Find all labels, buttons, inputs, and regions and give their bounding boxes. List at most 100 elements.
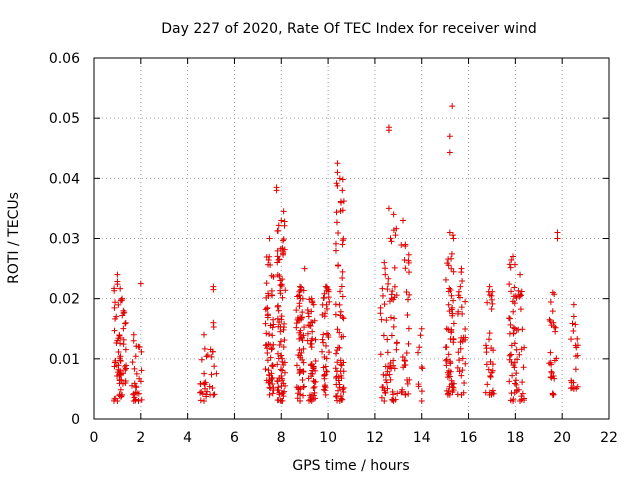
data-point [114, 271, 121, 278]
data-point [570, 301, 577, 308]
x-axis-tick-labels: 0 2 4 6 8 10 12 14 16 18 20 22 [90, 430, 618, 446]
data-point [572, 321, 579, 328]
data-point [547, 298, 554, 305]
data-point [339, 176, 346, 183]
data-point [449, 103, 456, 110]
data-point [131, 365, 138, 372]
data-point [265, 261, 272, 268]
data-point [334, 359, 341, 366]
data-point [448, 377, 455, 384]
data-point [312, 357, 319, 364]
data-point [401, 256, 408, 263]
data-point [514, 356, 521, 363]
data-point [519, 390, 526, 397]
data-point [377, 310, 384, 317]
data-point [338, 199, 345, 206]
data-point [208, 371, 215, 378]
data-point [377, 351, 384, 358]
data-point [119, 391, 126, 398]
data-point [297, 391, 304, 398]
data-point [274, 387, 281, 394]
data-point [446, 308, 453, 315]
data-point [280, 326, 287, 333]
data-point [417, 332, 424, 339]
data-point [122, 319, 129, 326]
data-point [548, 368, 555, 375]
data-point [405, 340, 412, 347]
data-point [111, 327, 118, 334]
data-point [267, 342, 274, 349]
data-point [517, 306, 524, 313]
data-point [455, 349, 462, 356]
data-point [402, 391, 409, 398]
data-point [298, 315, 305, 322]
data-point [511, 261, 518, 268]
data-point [388, 332, 395, 339]
data-point [387, 360, 394, 367]
y-tick-label: 0.01 [49, 352, 80, 368]
data-point [506, 315, 513, 322]
data-point [262, 366, 269, 373]
data-point [449, 304, 456, 311]
y-tick-label: 0 [71, 412, 80, 428]
x-axis-label: GPS time / hours [292, 458, 409, 474]
data-point [117, 340, 124, 347]
data-point [203, 353, 210, 360]
data-point [297, 352, 304, 359]
data-point [309, 335, 316, 342]
data-point [137, 378, 144, 385]
data-point [197, 389, 204, 396]
data-point [381, 397, 388, 404]
data-point [265, 367, 272, 374]
data-point [265, 257, 272, 264]
data-point [454, 364, 461, 371]
data-point [117, 353, 124, 360]
data-point [115, 301, 122, 308]
data-point [119, 312, 126, 319]
roti-series [110, 103, 581, 404]
data-point [294, 293, 301, 300]
data-point [511, 284, 518, 291]
data-point [114, 397, 121, 404]
data-point [275, 307, 282, 314]
data-point [138, 396, 145, 403]
data-point [334, 169, 341, 176]
data-point [300, 392, 307, 399]
data-point [336, 329, 343, 336]
data-point [336, 175, 343, 182]
data-point [459, 278, 466, 285]
data-point [332, 301, 339, 308]
data-point [549, 308, 556, 315]
data-point [332, 375, 339, 382]
data-point [443, 325, 450, 332]
data-point [118, 393, 125, 400]
data-point [393, 225, 400, 232]
data-point [448, 265, 455, 272]
data-point [385, 275, 392, 282]
data-point [447, 368, 454, 375]
data-point [382, 265, 389, 272]
data-point [320, 339, 327, 346]
data-point [518, 288, 525, 295]
data-point [321, 375, 328, 382]
data-point [572, 353, 579, 360]
data-point [462, 298, 469, 305]
data-point [276, 256, 283, 263]
data-point [308, 340, 315, 347]
data-point [119, 295, 126, 302]
data-point [548, 369, 555, 376]
data-point [267, 385, 274, 392]
data-point [278, 283, 285, 290]
data-point [308, 295, 315, 302]
data-point [520, 364, 527, 371]
data-point [135, 397, 142, 404]
data-point [310, 365, 317, 372]
data-point [270, 321, 277, 328]
data-point [298, 335, 305, 342]
data-point [297, 283, 303, 290]
data-point [323, 305, 330, 312]
data-point [340, 315, 347, 322]
data-point [442, 344, 449, 351]
data-point [445, 256, 452, 263]
